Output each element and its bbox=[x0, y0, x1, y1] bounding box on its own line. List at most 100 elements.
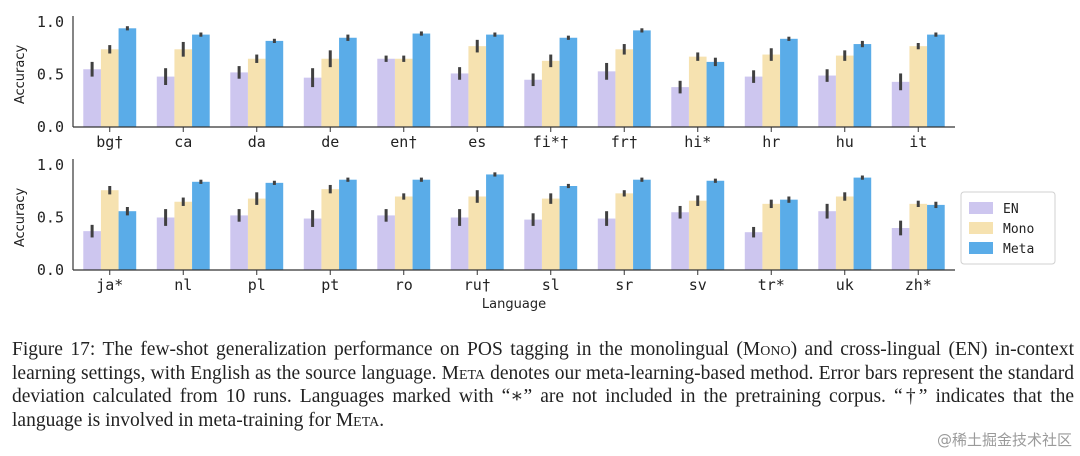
bar-mono bbox=[762, 54, 781, 127]
bar-meta bbox=[486, 174, 504, 270]
bar-meta bbox=[633, 30, 651, 127]
x-tick-label: da bbox=[248, 133, 266, 151]
bar-en bbox=[450, 73, 469, 127]
x-tick-label: ru† bbox=[464, 276, 491, 294]
bar-en bbox=[230, 72, 248, 127]
bar-en bbox=[303, 77, 322, 127]
caption-mono-word: Mono bbox=[742, 339, 791, 360]
bar-en bbox=[450, 217, 469, 270]
bar-meta bbox=[265, 182, 284, 270]
bar-meta bbox=[853, 177, 872, 270]
y-tick-label: 0.0 bbox=[37, 118, 64, 136]
figure-caption: Figure 17: The few-shot generalization p… bbox=[12, 338, 1074, 432]
bar-mono bbox=[909, 46, 928, 127]
bar-en bbox=[818, 75, 836, 127]
bar-mono bbox=[615, 193, 634, 270]
bar-meta bbox=[412, 179, 431, 270]
bar-meta bbox=[192, 34, 210, 127]
bar-en bbox=[156, 217, 175, 270]
caption-mid2: denotes our meta-learning-based method. … bbox=[12, 362, 1074, 431]
bar-mono bbox=[541, 198, 560, 270]
x-tick-label: sv bbox=[689, 276, 707, 294]
bar-mono bbox=[321, 189, 340, 270]
bar-en bbox=[524, 219, 542, 270]
x-tick-label: fi*† bbox=[533, 133, 569, 151]
bar-meta bbox=[706, 61, 725, 127]
bar-en bbox=[156, 76, 175, 127]
bar-mono bbox=[688, 56, 707, 127]
bar-en bbox=[83, 69, 101, 127]
bar-meta bbox=[486, 34, 504, 127]
bar-en bbox=[671, 212, 689, 270]
watermark: @稀土掘金技术社区 bbox=[936, 431, 1072, 449]
bar-meta bbox=[339, 37, 357, 127]
x-tick-label: hu bbox=[836, 133, 854, 151]
x-tick-label: nl bbox=[174, 276, 192, 294]
bar-en bbox=[671, 87, 689, 127]
legend-swatch-meta bbox=[969, 242, 993, 254]
bar-mono bbox=[174, 201, 193, 270]
caption-prefix: Figure 17: The few-shot generalization p… bbox=[12, 339, 743, 360]
bar-mono bbox=[174, 49, 193, 127]
bar-en bbox=[597, 218, 616, 270]
legend-swatch-mono bbox=[969, 222, 993, 234]
bar-en bbox=[818, 211, 836, 270]
caption-meta-word: Meta bbox=[441, 362, 486, 384]
x-tick-label: it bbox=[909, 133, 927, 151]
bar-mono bbox=[100, 190, 119, 270]
x-tick-label: zh* bbox=[905, 276, 932, 294]
caption-mid1: ) and cross-lingual (EN) in-context lear… bbox=[12, 339, 1075, 384]
x-tick-label: ca bbox=[174, 133, 192, 151]
bar-meta bbox=[559, 186, 578, 270]
x-tick-label: hi* bbox=[684, 133, 711, 151]
bar-meta bbox=[118, 211, 137, 270]
x-axis-label: Language bbox=[482, 297, 546, 312]
x-tick-label: pl bbox=[248, 276, 266, 294]
bar-mono bbox=[247, 198, 266, 270]
bar-meta bbox=[118, 28, 137, 127]
bar-en bbox=[303, 218, 322, 270]
bar-en bbox=[230, 215, 248, 270]
bar-mono bbox=[835, 196, 854, 270]
bar-mono bbox=[100, 49, 119, 127]
bar-meta bbox=[633, 179, 651, 270]
bar-meta bbox=[192, 181, 210, 270]
bar-en bbox=[524, 79, 542, 127]
bar-mono bbox=[247, 58, 266, 127]
bar-en bbox=[83, 231, 101, 270]
bar-mono bbox=[321, 58, 340, 127]
bar-mono bbox=[394, 58, 413, 127]
y-axis-label: Accuracy bbox=[13, 188, 28, 248]
y-tick-label: 0.5 bbox=[37, 66, 64, 84]
bar-meta bbox=[339, 179, 357, 270]
x-tick-label: ja* bbox=[96, 276, 123, 294]
bar-en bbox=[597, 71, 616, 127]
bar-mono bbox=[468, 196, 487, 270]
x-tick-label: fr† bbox=[611, 133, 638, 151]
bar-meta bbox=[412, 33, 431, 127]
bar-meta bbox=[780, 199, 798, 270]
bar-meta bbox=[559, 37, 578, 127]
chart-svg: 0.0 0.5 1.0 Accuracy bg† ca da de en† es fi*† fr† hi… bbox=[13, 13, 1056, 312]
bar-mono bbox=[909, 203, 928, 270]
x-tick-label: pt bbox=[321, 276, 339, 294]
y-tick-label: 1.0 bbox=[37, 13, 64, 31]
y-tick-label: 1.0 bbox=[37, 156, 64, 174]
caption-suffix: . bbox=[379, 409, 385, 431]
x-tick-label: sr bbox=[615, 276, 633, 294]
bar-meta bbox=[265, 40, 284, 127]
x-tick-label: en† bbox=[390, 133, 417, 151]
x-tick-label: sl bbox=[542, 276, 560, 294]
legend-label-meta: Meta bbox=[1003, 242, 1034, 257]
x-tick-label: de bbox=[321, 133, 339, 151]
y-tick-label: 0.0 bbox=[37, 261, 64, 279]
bar-mono bbox=[688, 200, 707, 270]
bar-en bbox=[377, 215, 395, 270]
x-tick-label: ro bbox=[395, 276, 413, 294]
bar-mono bbox=[762, 203, 781, 270]
x-tick-label: es bbox=[468, 133, 486, 151]
y-tick-label: 0.5 bbox=[37, 209, 64, 227]
x-tick-label: uk bbox=[836, 276, 854, 294]
bar-meta bbox=[780, 38, 798, 127]
legend-label-en: EN bbox=[1003, 202, 1019, 217]
